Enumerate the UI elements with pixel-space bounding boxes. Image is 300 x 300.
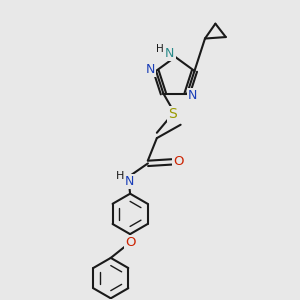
Text: N: N	[124, 175, 134, 188]
Text: S: S	[168, 107, 177, 121]
Text: H: H	[116, 171, 124, 181]
Text: O: O	[173, 155, 184, 168]
Text: O: O	[125, 236, 135, 249]
Text: N: N	[165, 47, 175, 60]
Text: H: H	[156, 44, 164, 54]
Text: N: N	[188, 88, 197, 101]
Text: N: N	[146, 63, 155, 76]
